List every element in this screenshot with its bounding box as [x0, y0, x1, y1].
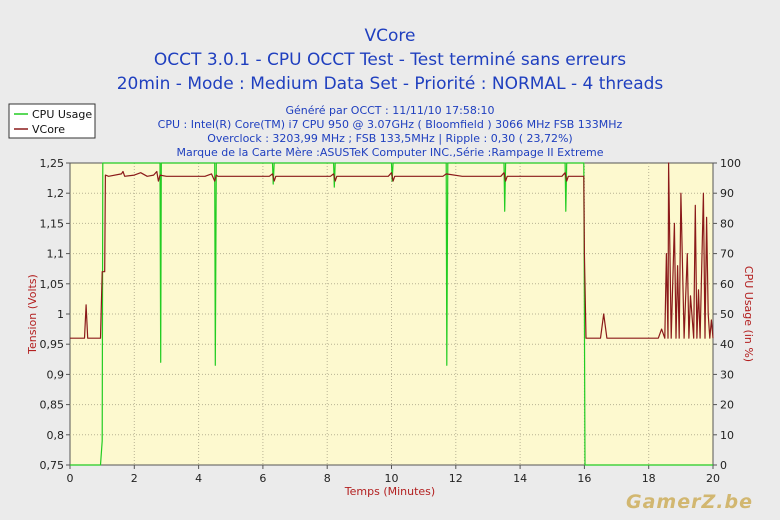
y2-tick-label: 100 [720, 157, 741, 170]
y-tick-label: 1,15 [40, 217, 65, 230]
cpu-usage-line [70, 162, 713, 466]
y-tick-label: 1 [57, 308, 64, 321]
x-tick-label: 8 [324, 472, 331, 485]
x-tick-label: 10 [385, 472, 399, 485]
x-axis-label: Temps (Minutes) [344, 485, 435, 498]
y-tick-label: 1,1 [47, 248, 65, 261]
info-motherboard: Marque de la Carte Mère :ASUSTeK Compute… [177, 146, 604, 159]
x-tick-label: 2 [131, 472, 138, 485]
info-generated: Généré par OCCT : 11/11/10 17:58:10 [285, 104, 494, 117]
y-tick-label: 1,2 [47, 187, 65, 200]
y2-tick-label: 30 [720, 368, 734, 381]
legend-cpu-usage: CPU Usage [32, 108, 92, 121]
info-cpu: CPU : Intel(R) Core(TM) i7 CPU 950 @ 3.0… [158, 118, 623, 131]
x-tick-label: 4 [195, 472, 202, 485]
chart-title: VCore [365, 26, 416, 46]
y-tick-label: 1,25 [40, 157, 65, 170]
chart-subtitle-mode: 20min - Mode : Medium Data Set - Priorit… [117, 74, 664, 94]
x-tick-label: 0 [67, 472, 74, 485]
y-tick-label: 0,8 [47, 429, 65, 442]
y-tick-label: 0,75 [40, 459, 65, 472]
y2-axis-label: CPU Usage (in %) [742, 266, 755, 362]
y2-tick-label: 70 [720, 248, 734, 261]
x-tick-label: 6 [259, 472, 266, 485]
watermark-logo: GamerZ.be [626, 491, 753, 513]
legend-box: CPU Usage VCore [8, 103, 96, 139]
vcore-line [70, 162, 714, 339]
y2-tick-label: 80 [720, 217, 734, 230]
y-axis-label: Tension (Volts) [26, 274, 39, 355]
x-tick-label: 16 [577, 472, 591, 485]
y2-tick-label: 0 [720, 459, 727, 472]
y-tick-label: 0,85 [40, 399, 65, 412]
chart-subtitle-test: OCCT 3.0.1 - CPU OCCT Test - Test termin… [154, 50, 626, 70]
info-overclock: Overclock : 3203,99 MHz ; FSB 133,5MHz |… [207, 132, 572, 145]
legend-vcore: VCore [32, 123, 65, 136]
axis-ticks: 0 2 4 6 8 10 12 14 16 18 20 0,75 0,8 0,85 0,9 0,95 1 1,05… [40, 157, 742, 485]
x-tick-label: 20 [706, 472, 720, 485]
x-tick-label: 18 [642, 472, 656, 485]
y2-tick-label: 40 [720, 338, 734, 351]
series-lines [70, 162, 714, 466]
y2-tick-label: 90 [720, 187, 734, 200]
y2-tick-label: 10 [720, 429, 734, 442]
y2-tick-label: 50 [720, 308, 734, 321]
y2-tick-label: 20 [720, 399, 734, 412]
x-tick-label: 12 [449, 472, 463, 485]
y-tick-label: 0,9 [47, 368, 65, 381]
y-tick-label: 1,05 [40, 278, 65, 291]
grid-lines [70, 163, 713, 465]
y-tick-label: 0,95 [40, 338, 65, 351]
y2-tick-label: 60 [720, 278, 734, 291]
x-tick-label: 14 [513, 472, 527, 485]
